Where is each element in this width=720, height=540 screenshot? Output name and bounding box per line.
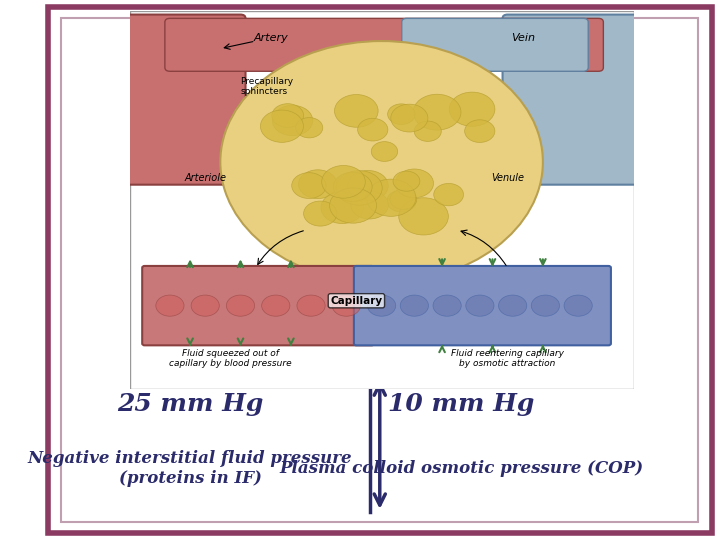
Circle shape <box>272 104 304 127</box>
FancyBboxPatch shape <box>354 266 611 346</box>
Circle shape <box>296 118 323 138</box>
Text: 10 mm Hg: 10 mm Hg <box>388 392 534 416</box>
Circle shape <box>449 92 495 126</box>
Circle shape <box>261 110 303 143</box>
Circle shape <box>466 295 494 316</box>
Circle shape <box>335 94 378 127</box>
Text: Arteriole: Arteriole <box>184 173 226 183</box>
Text: Venule: Venule <box>491 173 524 183</box>
Circle shape <box>395 169 433 198</box>
Circle shape <box>321 192 364 224</box>
Circle shape <box>393 171 420 191</box>
Text: Plasma colloid osmotic pressure (COP): Plasma colloid osmotic pressure (COP) <box>279 460 643 477</box>
Circle shape <box>399 198 449 235</box>
Circle shape <box>332 295 361 316</box>
Circle shape <box>498 295 527 316</box>
Circle shape <box>413 94 461 130</box>
Circle shape <box>367 295 396 316</box>
Circle shape <box>220 41 543 283</box>
Text: Artery: Artery <box>253 33 288 43</box>
FancyBboxPatch shape <box>402 18 588 71</box>
FancyBboxPatch shape <box>503 15 639 185</box>
Text: Negative interstitial fluid pressure
(proteins in IF): Negative interstitial fluid pressure (pr… <box>27 450 352 487</box>
Text: 25 mm Hg: 25 mm Hg <box>117 392 264 416</box>
Text: Precapillary
sphincters: Precapillary sphincters <box>240 77 294 96</box>
Circle shape <box>333 172 372 201</box>
Circle shape <box>191 295 220 316</box>
Circle shape <box>433 295 462 316</box>
Circle shape <box>391 104 428 132</box>
Text: Capillary: Capillary <box>330 296 382 306</box>
Circle shape <box>464 120 495 143</box>
Circle shape <box>156 295 184 316</box>
Circle shape <box>261 295 290 316</box>
Circle shape <box>272 105 312 136</box>
Text: Vein: Vein <box>510 33 535 43</box>
Circle shape <box>387 104 415 124</box>
Text: Fluid squeezed out of
capillary by blood pressure: Fluid squeezed out of capillary by blood… <box>169 349 292 368</box>
Text: Fluid reentering capillary
by osmotic attraction: Fluid reentering capillary by osmotic at… <box>451 349 564 368</box>
Circle shape <box>330 188 377 223</box>
Circle shape <box>348 171 388 201</box>
Circle shape <box>366 179 416 217</box>
Circle shape <box>372 141 397 161</box>
Circle shape <box>564 295 593 316</box>
Circle shape <box>400 295 428 316</box>
Circle shape <box>414 121 441 141</box>
Circle shape <box>226 295 255 316</box>
FancyBboxPatch shape <box>142 266 374 346</box>
Circle shape <box>299 170 337 199</box>
Circle shape <box>433 184 464 206</box>
Circle shape <box>322 165 365 198</box>
Circle shape <box>358 118 388 141</box>
Circle shape <box>336 171 382 205</box>
Circle shape <box>390 190 417 210</box>
FancyBboxPatch shape <box>125 15 246 185</box>
Circle shape <box>531 295 559 316</box>
Circle shape <box>304 201 337 226</box>
Circle shape <box>387 190 416 212</box>
Circle shape <box>351 191 388 219</box>
FancyBboxPatch shape <box>165 18 603 71</box>
Circle shape <box>297 295 325 316</box>
Circle shape <box>292 173 326 199</box>
